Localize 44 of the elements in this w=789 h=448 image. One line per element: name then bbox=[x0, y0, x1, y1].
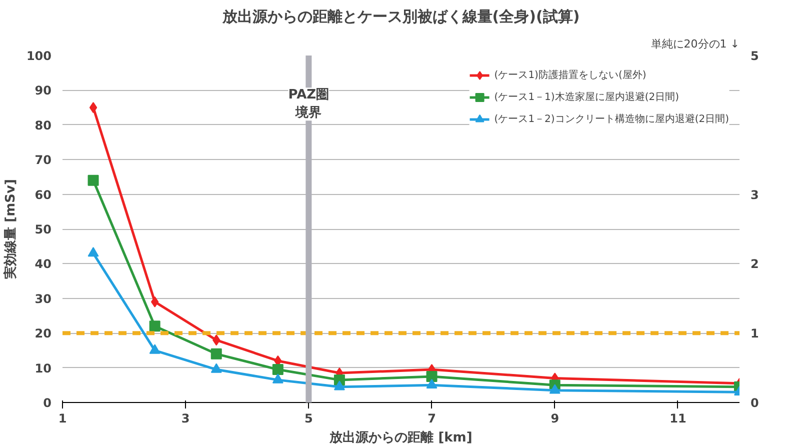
y-axis-title: 実効線量 [mSv] bbox=[2, 179, 18, 280]
y-tick-label: 60 bbox=[34, 188, 52, 202]
x-tick-label: 11 bbox=[670, 412, 686, 426]
point bbox=[549, 384, 560, 394]
y2-tick-label: 2 bbox=[750, 257, 759, 272]
x-tick-label: 5 bbox=[304, 412, 313, 426]
point bbox=[426, 378, 438, 389]
y-tick-label: 20 bbox=[34, 326, 52, 341]
point bbox=[150, 296, 159, 308]
y-tick-label: 50 bbox=[34, 222, 52, 236]
legend-label: (ケース1－2)コンクリート構造物に屋内退避(2日間) bbox=[494, 112, 729, 126]
point bbox=[426, 370, 438, 382]
point bbox=[272, 364, 284, 376]
point bbox=[149, 344, 160, 354]
y-tick-label: 100 bbox=[26, 49, 52, 63]
point bbox=[210, 348, 222, 360]
point bbox=[334, 380, 345, 390]
y-tick-label: 80 bbox=[34, 118, 52, 132]
x-axis-title: 放出源からの距離 [km] bbox=[328, 430, 472, 446]
point bbox=[88, 174, 99, 186]
point bbox=[272, 374, 284, 384]
y2-tick-label: 3 bbox=[750, 188, 759, 202]
point bbox=[89, 102, 98, 114]
text: 単純に20分の1 ↓ bbox=[650, 38, 740, 50]
y2-tick-label: 5 bbox=[750, 49, 759, 63]
y2-tick-label: 0 bbox=[750, 396, 759, 410]
point bbox=[149, 320, 160, 332]
y-tick-label: 90 bbox=[34, 84, 52, 98]
x-tick-label: 3 bbox=[181, 412, 190, 426]
x-tick-label: 7 bbox=[428, 412, 436, 426]
chart-title: 放出源からの距離とケース別被ばく線量(全身)(試算) bbox=[221, 8, 580, 26]
x-tick-label: 9 bbox=[550, 412, 560, 426]
y-tick-label: 40 bbox=[34, 257, 52, 272]
y-tick-label: 70 bbox=[34, 153, 52, 168]
y2-tick-label: 1 bbox=[750, 326, 759, 341]
point bbox=[88, 247, 99, 257]
ref-line-label: PAZ圏境界 bbox=[288, 88, 330, 121]
point bbox=[210, 363, 222, 373]
legend-label: (ケース1－1)木造家屋に屋内退避(2日間) bbox=[494, 90, 679, 104]
y-tick-label: 10 bbox=[34, 361, 52, 376]
x-tick-label: 1 bbox=[58, 412, 67, 426]
y-tick-label: 30 bbox=[34, 292, 52, 306]
y-tick-label: 0 bbox=[43, 396, 52, 410]
legend-label: (ケース1)防護措置をしない(屋外) bbox=[494, 68, 646, 82]
